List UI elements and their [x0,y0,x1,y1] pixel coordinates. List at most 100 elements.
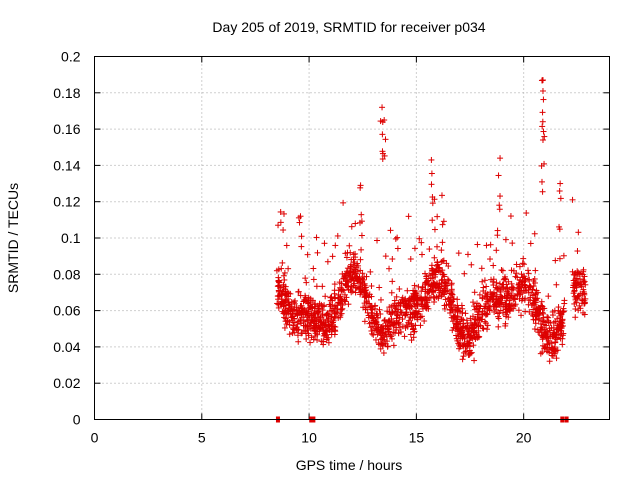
data-point [513,270,520,277]
data-point [280,210,287,217]
data-point [288,298,295,305]
data-point [484,293,491,300]
data-point [434,243,441,250]
data-point [319,307,326,314]
data-point [281,324,288,331]
data-point [345,301,352,308]
data-point [407,331,414,338]
data-point [351,262,358,269]
data-point [491,290,498,297]
data-point [495,172,502,179]
data-point [340,199,347,206]
data-point [581,299,588,306]
data-point [490,292,497,299]
data-point [294,332,301,339]
data-point [446,298,453,305]
data-point [503,306,510,313]
data-point [519,260,526,267]
data-point [483,283,490,290]
plot-frame [94,56,610,420]
data-point [502,322,509,329]
data-point [494,285,501,292]
data-point [369,330,376,337]
data-point [352,220,359,227]
data-point [421,318,428,325]
data-point [561,300,568,307]
data-point [507,303,514,310]
data-point [344,278,351,285]
data-point [304,251,311,258]
data-point [484,326,491,333]
data-point [373,318,380,325]
data-point [411,245,418,252]
data-point [552,335,559,342]
data-point [538,77,545,84]
data-point [277,219,284,226]
data-point [283,242,290,249]
data-point [402,311,409,318]
y-tick-label: 0.1 [61,230,81,246]
data-point [275,288,282,295]
y-tick-label: 0.04 [53,339,80,355]
data-point [382,136,389,143]
data-point [374,237,381,244]
data-point [495,315,502,322]
data-point [412,288,419,295]
data-point [294,321,301,328]
data-point [515,286,522,293]
data-point [498,267,505,274]
data-point [478,265,485,272]
data-point [294,327,301,334]
data-point [490,276,497,283]
data-point [418,239,425,246]
data-point [573,279,580,286]
data-point [455,307,462,314]
data-point [538,298,545,305]
data-point [280,227,287,234]
data-point [559,335,566,342]
data-point [471,289,478,296]
data-point [442,296,449,303]
data-point [544,313,551,320]
data-point [556,188,563,195]
data-point [436,265,443,272]
data-point [507,213,514,220]
data-point [497,193,504,200]
data-point [474,241,481,248]
data-point [362,293,369,300]
data-point [441,305,448,312]
data-point [531,230,538,237]
data-point [394,234,401,241]
data-point [479,278,486,285]
data-point [440,218,447,225]
data-point [357,267,364,274]
data-point [438,192,445,199]
data-point [407,256,414,263]
data-point [341,291,348,298]
data-point [581,311,588,318]
data-point [482,289,489,296]
data-point [496,206,503,213]
data-point [537,320,544,327]
data-point [467,332,474,339]
data-point [434,213,441,220]
data-point [278,291,285,298]
data-point [415,283,422,290]
data-point [396,324,403,331]
data-point [320,341,327,348]
data-point [555,325,562,332]
data-point [390,319,397,326]
x-tick-label: 20 [516,430,532,446]
data-point [326,327,333,334]
data-point [332,242,339,249]
data-point [303,309,310,316]
data-point [512,273,519,280]
data-point [349,269,356,276]
data-point [411,290,418,297]
data-point [374,331,381,338]
data-point [388,315,395,322]
data-point [357,184,364,191]
data-point [399,323,406,330]
data-point [352,254,359,261]
data-point [429,194,436,201]
